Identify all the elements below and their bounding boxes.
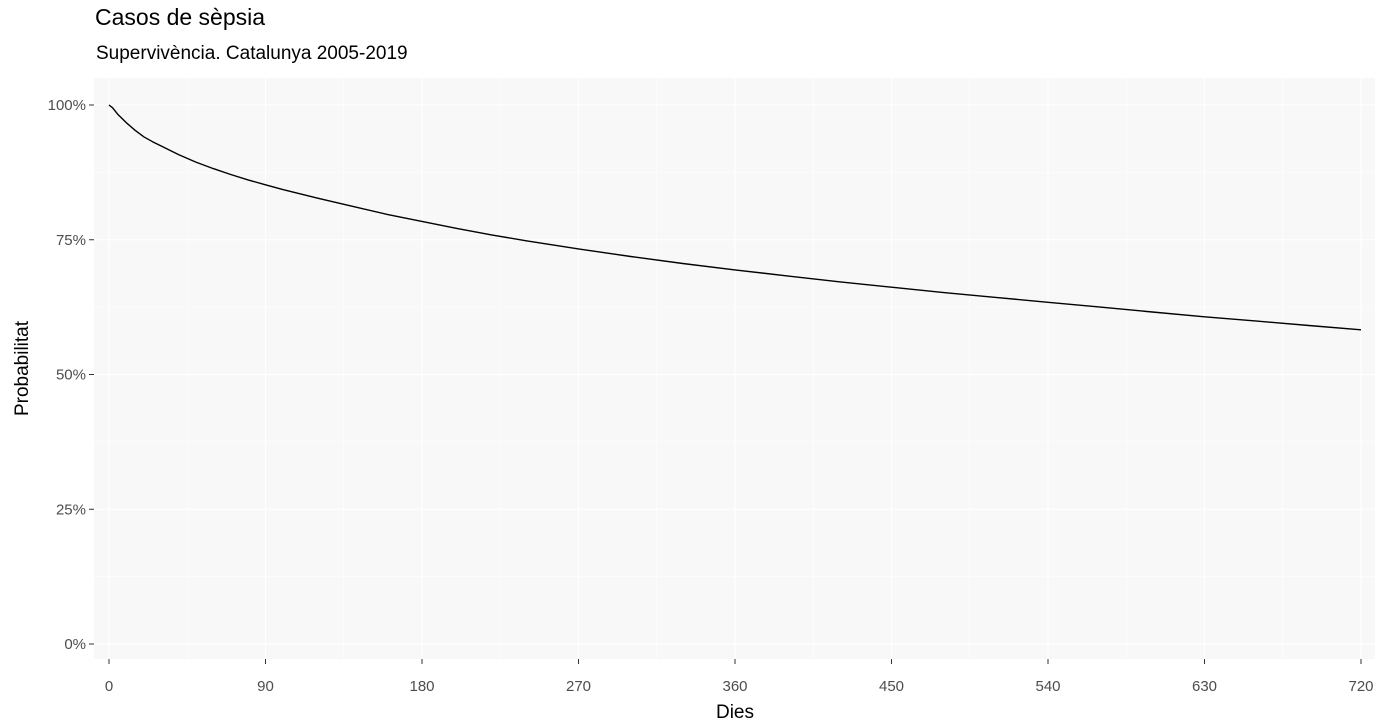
x-tick-label: 270 (566, 678, 591, 695)
grid-lines (94, 78, 1375, 659)
chart-subtitle: Supervivència. Catalunya 2005-2019 (96, 43, 408, 64)
x-tick-label: 720 (1348, 678, 1373, 695)
x-tick-label: 630 (1192, 678, 1217, 695)
y-tick-label: 0% (64, 636, 86, 653)
y-tick-label: 75% (56, 232, 86, 249)
x-tick-label: 540 (1035, 678, 1060, 695)
y-axis-title: Probabilitat (12, 320, 33, 416)
series-layer (108, 104, 1362, 331)
x-axis-title: Dies (716, 702, 754, 722)
y-tick-label: 25% (56, 501, 86, 518)
x-tick-label: 360 (722, 678, 747, 695)
survival-curve-line (108, 104, 1362, 331)
x-tick-label: 0 (105, 678, 113, 695)
axes: 0 90 180 270 360 450 540 630 720 0% 25% 50% 75% 100% (48, 97, 1374, 695)
x-tick-label: 90 (257, 678, 274, 695)
x-tick-label: 450 (879, 678, 904, 695)
y-tick-label: 50% (56, 367, 86, 384)
y-tick-label: 100% (48, 97, 86, 114)
x-tick-label: 180 (409, 678, 434, 695)
chart-title: Casos de sèpsia (95, 4, 266, 30)
